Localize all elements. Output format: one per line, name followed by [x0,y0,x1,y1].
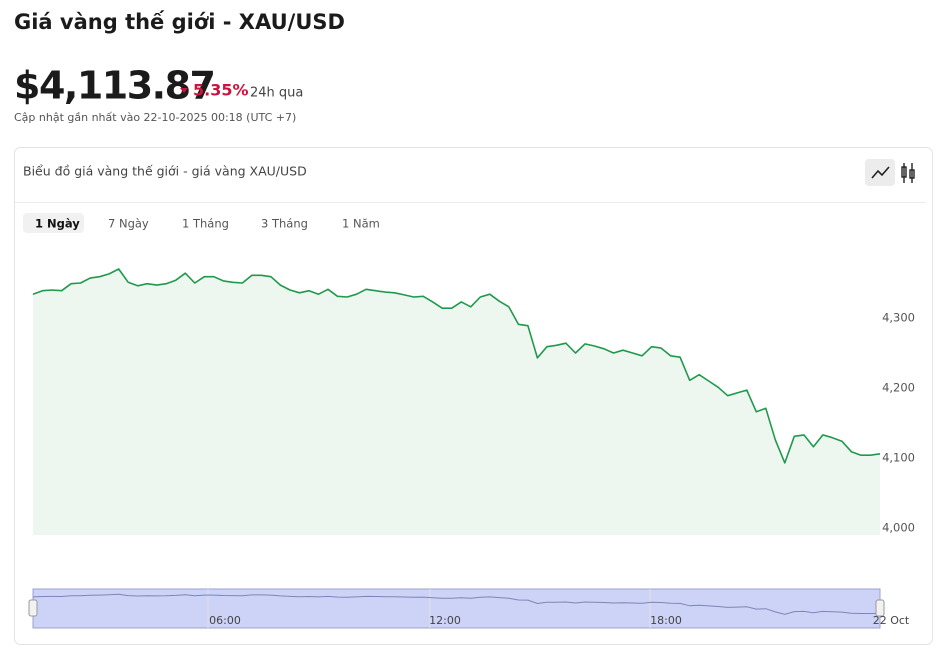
change: 5.35% [193,81,249,100]
y-tick-label: 4,000 [882,521,915,535]
page-title: Giá vàng thế giới - XAU/USD [14,10,345,34]
price: $4,113.87 [14,64,214,108]
y-tick-label: 4,100 [882,451,915,465]
tab[interactable]: 1 Ngày [35,217,80,231]
tab[interactable]: 1 Tháng [182,217,229,231]
area [33,269,880,535]
navigator-handle[interactable] [875,599,885,617]
price-line [32,268,881,464]
down-arrow [180,88,188,93]
tab[interactable]: 1 Năm [342,217,380,231]
navigator-label: 06:00 [209,614,241,627]
candle-icon[interactable] [901,163,915,183]
y-tick-label: 4,200 [882,381,915,395]
y-tick-label: 4,300 [882,311,915,325]
tab-selected-bg[interactable] [23,213,84,233]
tab[interactable]: 7 Ngày [108,217,149,231]
updated: Cập nhật gần nhất vào 22-10-2025 00:18 (… [14,111,296,124]
tab[interactable]: 3 Tháng [261,217,308,231]
navigator-line [32,593,881,615]
navigator-handle[interactable] [28,599,38,617]
navigator-label: 12:00 [429,614,461,627]
navigator-label: 22 Oct [873,614,910,627]
change-period: 24h qua [250,86,303,101]
navigator-label: 18:00 [650,614,682,627]
line-icon [871,166,890,179]
chart-title: Biểu đồ giá vàng thế giới - giá vàng XAU… [23,164,307,179]
